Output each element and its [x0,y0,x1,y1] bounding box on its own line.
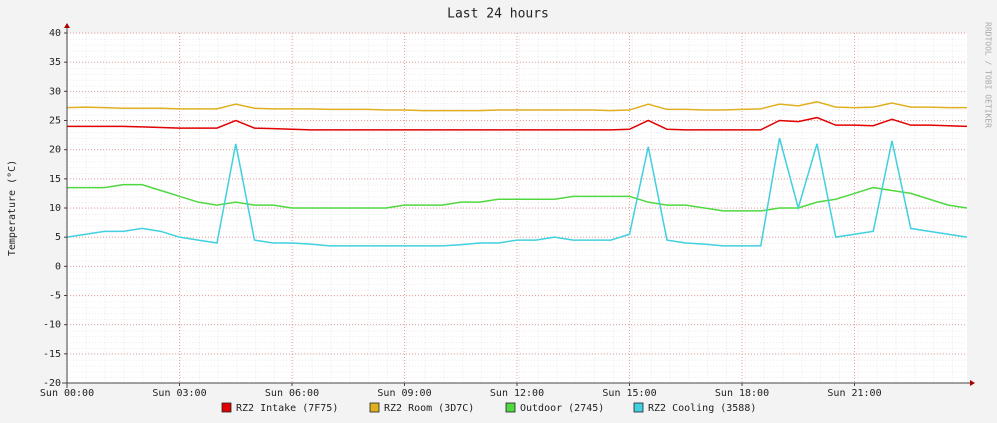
series-line [67,183,968,212]
x-tick-label: Sun 00:00 [40,388,94,399]
y-tick-label: 10 [49,203,61,214]
y-tick-label: 40 [49,28,61,39]
y-tick-label: -10 [43,320,61,331]
legend-swatch [505,402,516,413]
chart-title: Last 24 hours [447,7,549,22]
legend-label: RZ2 Room (3D7C) [384,403,474,414]
y-tick-label: -5 [49,291,61,302]
y-tick-label: 20 [49,145,61,156]
legend-swatch [221,402,232,413]
y-tick-label: 0 [55,261,61,272]
watermark: RRDTOOL / TOBI OETIKER [984,22,993,128]
x-tick-label: Sun 06:00 [265,388,319,399]
y-tick-label: 25 [49,116,61,127]
series-line [67,116,968,131]
y-tick-label: 15 [49,174,61,185]
legend-swatch [369,402,380,413]
y-tick-label: -20 [43,378,61,389]
y-axis-label: Temperature (°C) [7,160,18,256]
x-tick-label: Sun 09:00 [377,388,431,399]
x-tick-label: Sun 15:00 [602,388,656,399]
x-arrow [970,380,975,386]
series-line [66,137,968,247]
y-tick-label: 5 [55,232,61,243]
x-tick-label: Sun 12:00 [490,388,544,399]
y-tick-label: 35 [49,57,61,68]
legend-label: Outdoor (2745) [520,403,604,414]
x-tick-label: Sun 03:00 [152,388,206,399]
legend-label: RZ2 Cooling (3588) [648,403,756,414]
legend-label: RZ2 Intake (7F75) [236,403,338,414]
series-line [66,101,967,112]
x-tick-label: Sun 18:00 [715,388,769,399]
y-arrow [64,23,70,28]
legend-swatch [633,402,644,413]
y-tick-label: 30 [49,86,61,97]
x-tick-label: Sun 21:00 [827,388,881,399]
y-tick-label: -15 [43,349,61,360]
